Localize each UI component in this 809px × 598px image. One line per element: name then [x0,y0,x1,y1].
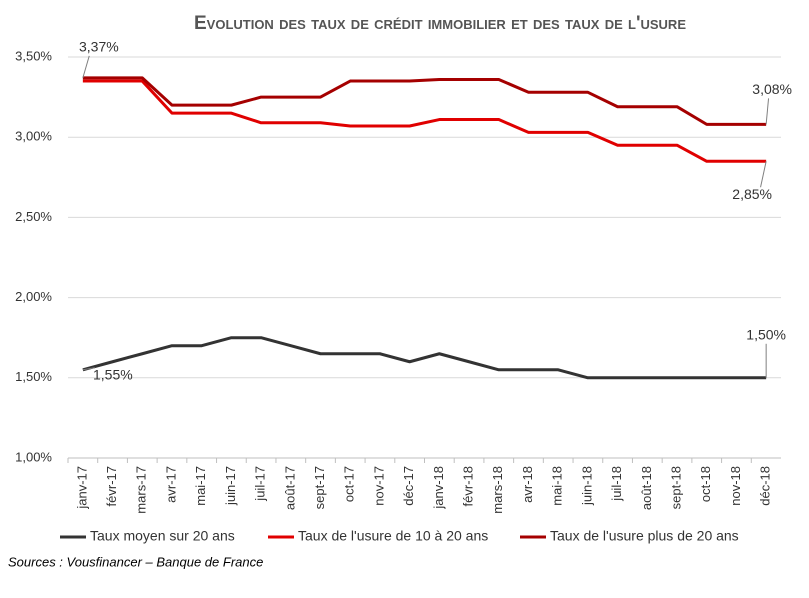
x-tick-label: juil-17 [253,466,268,502]
x-tick-label: janv-18 [431,466,446,510]
series-line [82,336,767,380]
x-tick-label: déc-17 [401,466,416,506]
data-label: 2,85% [732,186,772,202]
x-tick-label: mai-18 [550,466,565,506]
x-tick-label: sept-18 [668,466,683,509]
x-tick-label: mars-18 [490,466,505,514]
x-tick-label: sept-17 [312,466,327,509]
y-tick-label: 2,50% [15,209,52,224]
data-label: 1,50% [746,327,786,343]
data-label: 3,37% [79,39,119,55]
y-tick-label: 2,00% [15,289,52,304]
legend-label: Taux de l'usure plus de 20 ans [550,528,739,544]
data-label: 3,08% [752,81,792,97]
leader-line [760,161,767,188]
series-line [82,76,767,126]
x-tick-label: mai-17 [193,466,208,506]
x-tick-label: oct-17 [342,466,357,502]
series-line [82,79,767,163]
x-tick-label: juil-18 [609,466,624,502]
x-tick-label: juin-17 [223,466,238,506]
y-tick-label: 3,00% [15,129,52,144]
x-tick-label: déc-18 [758,466,773,506]
y-tick-label: 1,00% [15,449,52,464]
leader-line [765,98,770,125]
chart-title: Evolution des taux de crédit immobilier … [194,13,686,34]
legend-label: Taux moyen sur 20 ans [90,528,235,544]
x-tick-label: janv-17 [74,466,89,510]
x-tick-label: août-17 [282,466,297,510]
x-tick-label: juin-18 [579,466,594,506]
x-tick-label: nov-18 [728,466,743,506]
x-tick-label: avr-17 [163,466,178,503]
x-tick-label: avr-18 [520,466,535,503]
leader-line [82,367,95,371]
x-tick-label: oct-18 [698,466,713,502]
x-tick-label: mars-17 [134,466,149,514]
y-tick-label: 1,50% [15,369,52,384]
legend-label: Taux de l'usure de 10 à 20 ans [298,528,488,544]
x-tick-label: nov-17 [371,466,386,506]
data-label: 1,55% [93,366,133,382]
source-note: Sources : Vousfinancer – Banque de Franc… [8,554,263,569]
x-tick-label: août-18 [639,466,654,510]
x-tick-label: févr-17 [104,466,119,506]
y-tick-label: 3,50% [15,48,52,63]
x-tick-label: févr-18 [461,466,476,506]
leader-line [82,55,90,78]
